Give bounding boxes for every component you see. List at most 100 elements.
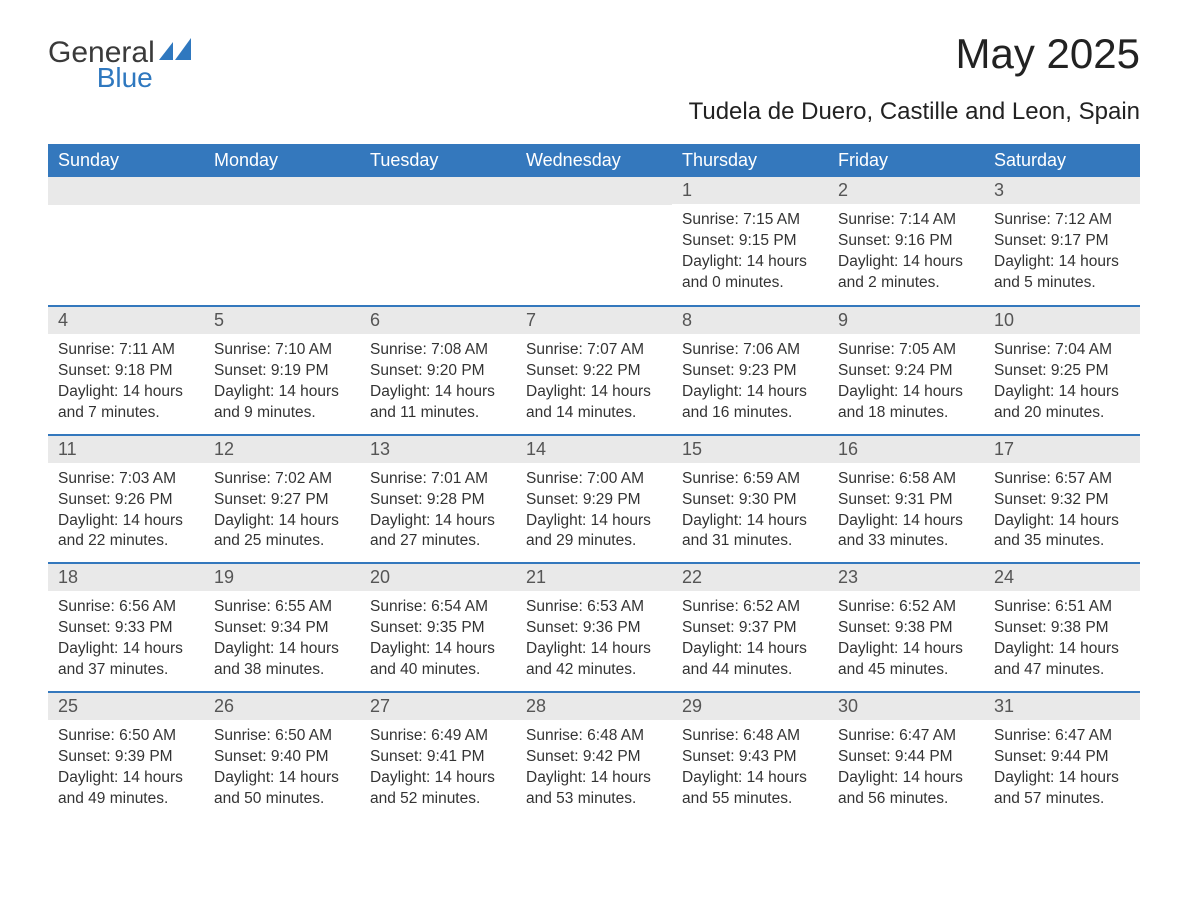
day-sunset: Sunset: 9:23 PM <box>682 361 818 382</box>
day-day2: and 49 minutes. <box>58 789 194 810</box>
day-sunrise: Sunrise: 6:50 AM <box>214 726 350 747</box>
day-number: 31 <box>984 693 1140 720</box>
day-day2: and 55 minutes. <box>682 789 818 810</box>
day-sunrise: Sunrise: 6:48 AM <box>526 726 662 747</box>
day-day2: and 40 minutes. <box>370 660 506 681</box>
weekday-header: Saturday <box>984 144 1140 177</box>
day-number-empty <box>360 177 516 205</box>
day-details: Sunrise: 6:59 AMSunset: 9:30 PMDaylight:… <box>672 463 828 553</box>
calendar-cell: 17Sunrise: 6:57 AMSunset: 9:32 PMDayligh… <box>984 434 1140 563</box>
calendar-cell: 23Sunrise: 6:52 AMSunset: 9:38 PMDayligh… <box>828 562 984 691</box>
day-number: 22 <box>672 564 828 591</box>
day-day2: and 25 minutes. <box>214 531 350 552</box>
day-details: Sunrise: 6:55 AMSunset: 9:34 PMDaylight:… <box>204 591 360 681</box>
day-day1: Daylight: 14 hours <box>838 252 974 273</box>
day-details: Sunrise: 6:47 AMSunset: 9:44 PMDaylight:… <box>828 720 984 810</box>
day-day1: Daylight: 14 hours <box>214 639 350 660</box>
day-sunrise: Sunrise: 7:12 AM <box>994 210 1130 231</box>
day-sunset: Sunset: 9:29 PM <box>526 490 662 511</box>
day-sunrise: Sunrise: 7:02 AM <box>214 469 350 490</box>
weekday-header: Monday <box>204 144 360 177</box>
day-number: 19 <box>204 564 360 591</box>
day-day2: and 18 minutes. <box>838 403 974 424</box>
calendar-cell-empty <box>516 177 672 305</box>
day-sunrise: Sunrise: 6:52 AM <box>682 597 818 618</box>
day-day1: Daylight: 14 hours <box>58 511 194 532</box>
day-sunset: Sunset: 9:41 PM <box>370 747 506 768</box>
day-number: 8 <box>672 307 828 334</box>
day-day2: and 44 minutes. <box>682 660 818 681</box>
day-details: Sunrise: 6:50 AMSunset: 9:39 PMDaylight:… <box>48 720 204 810</box>
day-day1: Daylight: 14 hours <box>370 511 506 532</box>
day-day2: and 33 minutes. <box>838 531 974 552</box>
day-sunrise: Sunrise: 7:15 AM <box>682 210 818 231</box>
calendar-cell: 22Sunrise: 6:52 AMSunset: 9:37 PMDayligh… <box>672 562 828 691</box>
day-day2: and 11 minutes. <box>370 403 506 424</box>
day-day2: and 0 minutes. <box>682 273 818 294</box>
day-sunset: Sunset: 9:27 PM <box>214 490 350 511</box>
day-details: Sunrise: 7:12 AMSunset: 9:17 PMDaylight:… <box>984 204 1140 294</box>
calendar-cell: 26Sunrise: 6:50 AMSunset: 9:40 PMDayligh… <box>204 691 360 820</box>
day-number: 24 <box>984 564 1140 591</box>
calendar-cell: 10Sunrise: 7:04 AMSunset: 9:25 PMDayligh… <box>984 305 1140 434</box>
day-number: 14 <box>516 436 672 463</box>
calendar-cell: 30Sunrise: 6:47 AMSunset: 9:44 PMDayligh… <box>828 691 984 820</box>
calendar: Sunday Monday Tuesday Wednesday Thursday… <box>48 144 1140 820</box>
day-sunrise: Sunrise: 6:58 AM <box>838 469 974 490</box>
day-number: 3 <box>984 177 1140 204</box>
day-sunrise: Sunrise: 6:47 AM <box>994 726 1130 747</box>
day-number: 12 <box>204 436 360 463</box>
day-sunrise: Sunrise: 6:51 AM <box>994 597 1130 618</box>
calendar-cell: 19Sunrise: 6:55 AMSunset: 9:34 PMDayligh… <box>204 562 360 691</box>
day-day2: and 45 minutes. <box>838 660 974 681</box>
day-number: 4 <box>48 307 204 334</box>
day-sunset: Sunset: 9:28 PM <box>370 490 506 511</box>
day-sunset: Sunset: 9:44 PM <box>994 747 1130 768</box>
day-day1: Daylight: 14 hours <box>994 252 1130 273</box>
day-day1: Daylight: 14 hours <box>838 768 974 789</box>
day-sunset: Sunset: 9:19 PM <box>214 361 350 382</box>
day-sunset: Sunset: 9:17 PM <box>994 231 1130 252</box>
day-details: Sunrise: 6:47 AMSunset: 9:44 PMDaylight:… <box>984 720 1140 810</box>
day-day2: and 42 minutes. <box>526 660 662 681</box>
day-day1: Daylight: 14 hours <box>214 768 350 789</box>
day-sunset: Sunset: 9:18 PM <box>58 361 194 382</box>
day-day1: Daylight: 14 hours <box>214 511 350 532</box>
calendar-cell: 9Sunrise: 7:05 AMSunset: 9:24 PMDaylight… <box>828 305 984 434</box>
day-details: Sunrise: 6:49 AMSunset: 9:41 PMDaylight:… <box>360 720 516 810</box>
calendar-cell: 3Sunrise: 7:12 AMSunset: 9:17 PMDaylight… <box>984 177 1140 305</box>
day-sunset: Sunset: 9:44 PM <box>838 747 974 768</box>
calendar-cell: 18Sunrise: 6:56 AMSunset: 9:33 PMDayligh… <box>48 562 204 691</box>
day-number-empty <box>204 177 360 205</box>
day-sunset: Sunset: 9:16 PM <box>838 231 974 252</box>
calendar-cell: 6Sunrise: 7:08 AMSunset: 9:20 PMDaylight… <box>360 305 516 434</box>
day-number: 5 <box>204 307 360 334</box>
calendar-cell-empty <box>48 177 204 305</box>
day-number: 21 <box>516 564 672 591</box>
day-number: 9 <box>828 307 984 334</box>
day-sunset: Sunset: 9:38 PM <box>838 618 974 639</box>
day-sunset: Sunset: 9:43 PM <box>682 747 818 768</box>
day-sunrise: Sunrise: 6:48 AM <box>682 726 818 747</box>
day-day1: Daylight: 14 hours <box>58 639 194 660</box>
calendar-cell: 29Sunrise: 6:48 AMSunset: 9:43 PMDayligh… <box>672 691 828 820</box>
weekday-header: Wednesday <box>516 144 672 177</box>
day-sunrise: Sunrise: 7:05 AM <box>838 340 974 361</box>
day-sunset: Sunset: 9:35 PM <box>370 618 506 639</box>
day-number: 15 <box>672 436 828 463</box>
day-number: 11 <box>48 436 204 463</box>
day-details: Sunrise: 6:57 AMSunset: 9:32 PMDaylight:… <box>984 463 1140 553</box>
day-day2: and 14 minutes. <box>526 403 662 424</box>
day-number: 18 <box>48 564 204 591</box>
day-number: 7 <box>516 307 672 334</box>
day-day2: and 53 minutes. <box>526 789 662 810</box>
day-day2: and 56 minutes. <box>838 789 974 810</box>
day-day2: and 57 minutes. <box>994 789 1130 810</box>
day-sunrise: Sunrise: 7:10 AM <box>214 340 350 361</box>
day-details: Sunrise: 6:50 AMSunset: 9:40 PMDaylight:… <box>204 720 360 810</box>
weekday-header: Thursday <box>672 144 828 177</box>
day-day1: Daylight: 14 hours <box>682 382 818 403</box>
day-number-empty <box>516 177 672 205</box>
day-day1: Daylight: 14 hours <box>682 511 818 532</box>
day-sunrise: Sunrise: 7:03 AM <box>58 469 194 490</box>
